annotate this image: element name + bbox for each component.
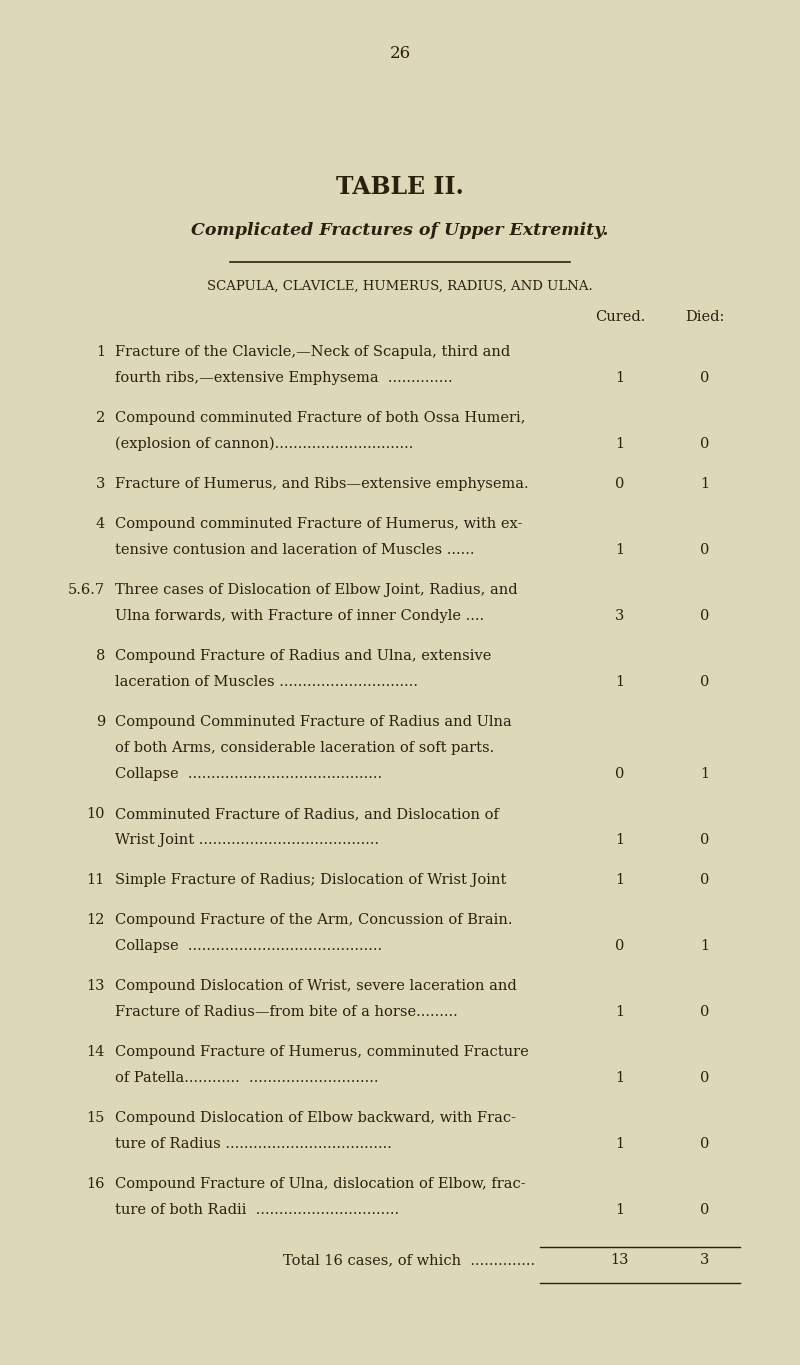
Text: 0: 0: [700, 874, 710, 887]
Text: Compound Dislocation of Wrist, severe laceration and: Compound Dislocation of Wrist, severe la…: [115, 979, 517, 992]
Text: Fracture of the Clavicle,—Neck of Scapula, third and: Fracture of the Clavicle,—Neck of Scapul…: [115, 345, 510, 359]
Text: ture of Radius ....................................: ture of Radius .........................…: [115, 1137, 392, 1151]
Text: Fracture of Humerus, and Ribs—extensive emphysema.: Fracture of Humerus, and Ribs—extensive …: [115, 476, 529, 491]
Text: Compound Fracture of Humerus, comminuted Fracture: Compound Fracture of Humerus, comminuted…: [115, 1046, 529, 1059]
Text: 1: 1: [615, 833, 625, 848]
Text: 1: 1: [96, 345, 105, 359]
Text: 26: 26: [390, 45, 410, 61]
Text: 1: 1: [615, 676, 625, 689]
Text: 0: 0: [700, 833, 710, 848]
Text: Compound Fracture of Ulna, dislocation of Elbow, frac-: Compound Fracture of Ulna, dislocation o…: [115, 1177, 526, 1192]
Text: ture of both Radii  ...............................: ture of both Radii .....................…: [115, 1203, 399, 1218]
Text: Compound comminuted Fracture of Humerus, with ex-: Compound comminuted Fracture of Humerus,…: [115, 517, 522, 531]
Text: Died:: Died:: [686, 310, 725, 324]
Text: 1: 1: [615, 1137, 625, 1151]
Text: Simple Fracture of Radius; Dislocation of Wrist Joint: Simple Fracture of Radius; Dislocation o…: [115, 874, 506, 887]
Text: 9: 9: [96, 715, 105, 729]
Text: 0: 0: [700, 676, 710, 689]
Text: 1: 1: [615, 1203, 625, 1218]
Text: 15: 15: [86, 1111, 105, 1125]
Text: 0: 0: [700, 371, 710, 385]
Text: 14: 14: [86, 1046, 105, 1059]
Text: 5.6.7: 5.6.7: [68, 583, 105, 597]
Text: Compound Fracture of the Arm, Concussion of Brain.: Compound Fracture of the Arm, Concussion…: [115, 913, 513, 927]
Text: 1: 1: [615, 874, 625, 887]
Text: 10: 10: [86, 807, 105, 820]
Text: fourth ribs,—extensive Emphysema  ..............: fourth ribs,—extensive Emphysema .......…: [115, 371, 453, 385]
Text: Collapse  ..........................................: Collapse ...............................…: [115, 939, 382, 953]
Text: Fracture of Radius—from bite of a horse.........: Fracture of Radius—from bite of a horse.…: [115, 1005, 458, 1020]
Text: 1: 1: [615, 1072, 625, 1085]
Text: 2: 2: [96, 411, 105, 425]
Text: 16: 16: [86, 1177, 105, 1192]
Text: SCAPULA, CLAVICLE, HUMERUS, RADIUS, AND ULNA.: SCAPULA, CLAVICLE, HUMERUS, RADIUS, AND …: [207, 280, 593, 293]
Text: 12: 12: [86, 913, 105, 927]
Text: 0: 0: [700, 1203, 710, 1218]
Text: laceration of Muscles ..............................: laceration of Muscles ..................…: [115, 676, 418, 689]
Text: Three cases of Dislocation of Elbow Joint, Radius, and: Three cases of Dislocation of Elbow Join…: [115, 583, 518, 597]
Text: 1: 1: [615, 437, 625, 450]
Text: 0: 0: [615, 476, 625, 491]
Text: 3: 3: [615, 609, 625, 622]
Text: 3: 3: [700, 1253, 710, 1267]
Text: 3: 3: [96, 476, 105, 491]
Text: Wrist Joint .......................................: Wrist Joint ............................…: [115, 833, 379, 848]
Text: 13: 13: [86, 979, 105, 992]
Text: 1: 1: [701, 939, 710, 953]
Text: Total 16 cases, of which  ..............: Total 16 cases, of which ..............: [283, 1253, 535, 1267]
Text: (explosion of cannon)..............................: (explosion of cannon)...................…: [115, 437, 414, 452]
Text: Collapse  ..........................................: Collapse ...............................…: [115, 767, 382, 781]
Text: Ulna forwards, with Fracture of inner Condyle ....: Ulna forwards, with Fracture of inner Co…: [115, 609, 484, 622]
Text: 0: 0: [700, 609, 710, 622]
Text: Compound Comminuted Fracture of Radius and Ulna: Compound Comminuted Fracture of Radius a…: [115, 715, 512, 729]
Text: of Patella............  ............................: of Patella............ .................…: [115, 1072, 378, 1085]
Text: 0: 0: [700, 543, 710, 557]
Text: Cured.: Cured.: [595, 310, 645, 324]
Text: TABLE II.: TABLE II.: [336, 175, 464, 199]
Text: 0: 0: [700, 1005, 710, 1020]
Text: Compound Fracture of Radius and Ulna, extensive: Compound Fracture of Radius and Ulna, ex…: [115, 648, 491, 663]
Text: Comminuted Fracture of Radius, and Dislocation of: Comminuted Fracture of Radius, and Dislo…: [115, 807, 499, 820]
Text: 8: 8: [96, 648, 105, 663]
Text: Compound comminuted Fracture of both Ossa Humeri,: Compound comminuted Fracture of both Oss…: [115, 411, 526, 425]
Text: 11: 11: [86, 874, 105, 887]
Text: 1: 1: [615, 1005, 625, 1020]
Text: Complicated Fractures of Upper Extremity.: Complicated Fractures of Upper Extremity…: [191, 222, 609, 239]
Text: 0: 0: [615, 939, 625, 953]
Text: 0: 0: [615, 767, 625, 781]
Text: 0: 0: [700, 1072, 710, 1085]
Text: 13: 13: [610, 1253, 630, 1267]
Text: 4: 4: [96, 517, 105, 531]
Text: tensive contusion and laceration of Muscles ......: tensive contusion and laceration of Musc…: [115, 543, 474, 557]
Text: 1: 1: [701, 767, 710, 781]
Text: 1: 1: [701, 476, 710, 491]
Text: 0: 0: [700, 437, 710, 450]
Text: of both Arms, considerable laceration of soft parts.: of both Arms, considerable laceration of…: [115, 741, 494, 755]
Text: 0: 0: [700, 1137, 710, 1151]
Text: 1: 1: [615, 371, 625, 385]
Text: Compound Dislocation of Elbow backward, with Frac-: Compound Dislocation of Elbow backward, …: [115, 1111, 516, 1125]
Text: 1: 1: [615, 543, 625, 557]
